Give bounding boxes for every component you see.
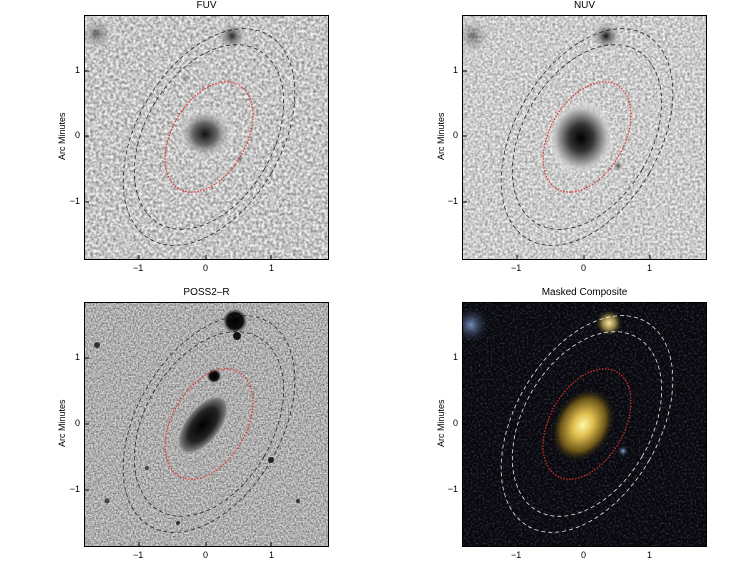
x-tick-label: −1 [133, 263, 144, 273]
y-tick-label: 1 [452, 65, 458, 75]
fuv-image [85, 16, 328, 259]
y-tick-label: 0 [74, 130, 80, 140]
aperture-ellipse-inner [164, 368, 254, 480]
y-tick-label: −1 [69, 484, 80, 494]
star-blob [214, 18, 250, 54]
panel-title-composite: Masked Composite [541, 287, 628, 298]
aperture-ellipse-inner [164, 81, 254, 193]
x-tick-label: 0 [581, 550, 587, 560]
x-tick-label: 0 [203, 550, 209, 560]
image-panel-nuv [462, 15, 707, 260]
x-tick-label: 0 [203, 263, 209, 273]
panel-title-poss2r: POSS2–R [183, 287, 230, 298]
galaxy-blob [175, 106, 235, 162]
image-panel-fuv [84, 15, 329, 260]
aperture-ellipse-middle [511, 44, 663, 230]
y-tick-label: −1 [447, 484, 458, 494]
galaxy-blob [176, 394, 230, 456]
y-tick-label: −1 [69, 196, 80, 206]
x-tick-label: −1 [511, 263, 522, 273]
nuv-image [463, 16, 706, 259]
x-tick-label: 1 [647, 263, 653, 273]
image-panel-poss2r [84, 302, 329, 547]
x-tick-label: −1 [133, 550, 144, 560]
composite-image [463, 303, 706, 546]
x-tick-label: −1 [511, 550, 522, 560]
x-tick-label: 1 [269, 263, 275, 273]
aperture-ellipse-middle [511, 331, 663, 517]
aperture-ellipse-outer [500, 315, 674, 533]
panel-title-nuv: NUV [573, 0, 596, 11]
poss2r-image [85, 303, 328, 546]
aperture-ellipse-outer [122, 315, 296, 533]
aperture-ellipse-middle [133, 331, 285, 517]
star-blob [595, 309, 623, 337]
galaxy-blob [547, 100, 615, 176]
panel-title-fuv: FUV [196, 0, 217, 11]
aperture-ellipse-outer [500, 28, 674, 246]
image-panel-composite [462, 302, 707, 547]
y-tick-label: 1 [74, 352, 80, 362]
x-tick-label: 1 [647, 550, 653, 560]
y-tick-label: 0 [452, 418, 458, 428]
y-tick-label: −1 [447, 196, 458, 206]
y-tick-label: 1 [74, 65, 80, 75]
x-tick-label: 0 [581, 263, 587, 273]
x-tick-label: 1 [269, 550, 275, 560]
galaxy-blob [550, 387, 616, 463]
star-blob [221, 307, 249, 335]
y-tick-label: 1 [452, 352, 458, 362]
aperture-ellipse-middle [133, 44, 285, 230]
aperture-ellipse-outer [122, 28, 296, 246]
y-tick-label: 0 [452, 130, 458, 140]
y-tick-label: 0 [74, 418, 80, 428]
